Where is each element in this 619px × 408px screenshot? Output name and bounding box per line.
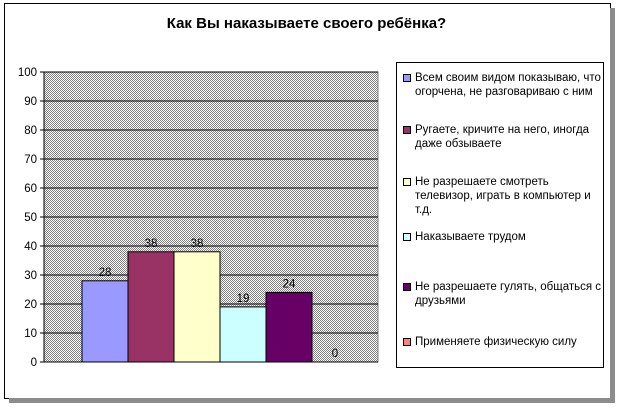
y-tick-label: 0 <box>31 357 37 369</box>
y-tick-label: 20 <box>24 299 37 311</box>
frame-shadow-bottom <box>9 398 615 403</box>
y-tick-label: 80 <box>24 125 37 137</box>
legend-item-1: Всем своим видом показываю, что огорчена… <box>403 71 603 99</box>
bar-5 <box>265 291 313 363</box>
legend-label: Применяете физическую силу <box>415 336 577 348</box>
y-tick-label: 100 <box>18 67 37 79</box>
y-tick-label: 40 <box>24 241 37 253</box>
legend-item-6: Применяете физическую силу <box>403 335 603 349</box>
legend-label: Не разрешаете гулять, общаться с друзьям… <box>415 281 602 307</box>
bar-4 <box>219 306 267 363</box>
legend-label: Наказываете трудом <box>415 231 526 243</box>
bar-3 <box>173 251 221 363</box>
data-label-3: 38 <box>191 238 204 250</box>
chart-legend: Всем своим видом показываю, что огорчена… <box>396 62 604 368</box>
legend-label: Не разрешаете смотреть телевизор, играть… <box>415 176 591 216</box>
legend-item-4: Наказываете трудом <box>403 230 603 244</box>
legend-swatch <box>403 283 411 291</box>
y-tick-label: 90 <box>24 96 37 108</box>
bar-1 <box>81 280 129 363</box>
y-tick-label: 10 <box>24 328 37 340</box>
data-label-5: 24 <box>283 278 296 290</box>
legend-item-5: Не разрешаете гулять, общаться с друзьям… <box>403 280 603 308</box>
frame-shadow-right <box>610 8 615 402</box>
data-label-1: 28 <box>99 267 112 279</box>
legend-swatch <box>403 178 411 186</box>
y-tick-label: 70 <box>24 154 37 166</box>
legend-label: Ругаете, кричите на него, иногда даже об… <box>415 124 590 150</box>
legend-swatch <box>403 126 411 134</box>
data-label-2: 38 <box>145 238 158 250</box>
legend-swatch <box>403 233 411 241</box>
legend-swatch <box>403 74 411 82</box>
chart-title: Как Вы наказываете своего ребёнка? <box>166 15 447 32</box>
data-label-6: 0 <box>332 348 338 360</box>
legend-label: Всем своим видом показываю, что огорчена… <box>415 72 601 98</box>
legend-item-3: Не разрешаете смотреть телевизор, играть… <box>403 175 603 217</box>
y-tick-label: 30 <box>24 270 37 282</box>
legend-swatch <box>403 338 411 346</box>
data-label-4: 19 <box>237 293 250 305</box>
bar-2 <box>127 251 175 363</box>
y-tick-label: 60 <box>24 183 37 195</box>
legend-item-2: Ругаете, кричите на него, иногда даже об… <box>403 123 603 151</box>
y-tick-label: 50 <box>24 212 37 224</box>
